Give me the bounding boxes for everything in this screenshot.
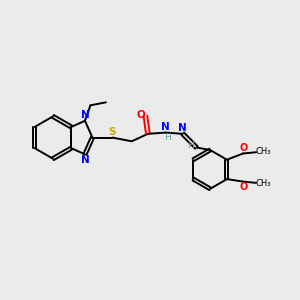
Text: N: N — [81, 110, 90, 120]
Text: S: S — [109, 127, 116, 137]
Text: O: O — [136, 110, 145, 120]
Text: H: H — [164, 133, 171, 142]
Text: N: N — [81, 155, 90, 165]
Text: O: O — [239, 182, 248, 192]
Text: H: H — [188, 141, 194, 150]
Text: CH₃: CH₃ — [256, 147, 271, 156]
Text: N: N — [161, 122, 170, 132]
Text: N: N — [178, 123, 187, 134]
Text: O: O — [239, 143, 248, 153]
Text: CH₃: CH₃ — [256, 179, 271, 188]
